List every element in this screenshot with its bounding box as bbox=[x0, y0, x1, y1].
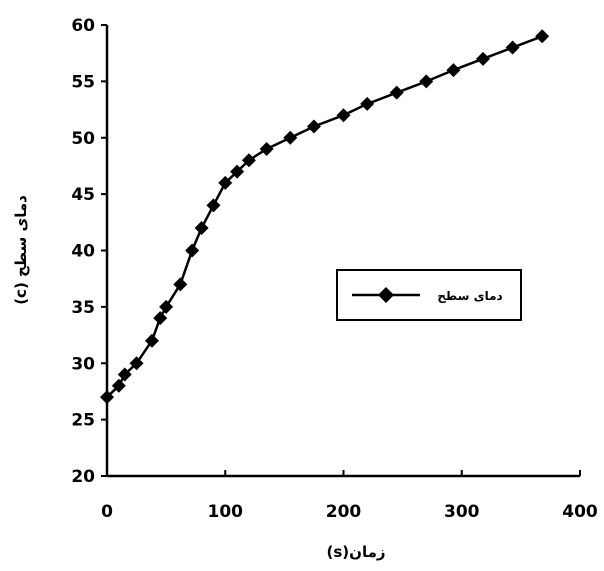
data-point bbox=[259, 142, 274, 157]
x-tick-label: 0 bbox=[101, 502, 113, 522]
legend: دمای سطح bbox=[336, 269, 522, 321]
legend-label: دمای سطح bbox=[437, 289, 502, 303]
data-point bbox=[389, 85, 404, 100]
y-tick-label: 30 bbox=[71, 354, 95, 374]
data-point bbox=[129, 356, 144, 371]
data-point bbox=[185, 243, 200, 258]
data-point bbox=[194, 220, 209, 235]
x-axis-ticks: 0 100 200 300 400 bbox=[101, 470, 598, 522]
data-point bbox=[230, 164, 245, 179]
data-point bbox=[153, 311, 168, 326]
data-point bbox=[173, 277, 188, 292]
data-point bbox=[159, 299, 174, 314]
y-tick-label: 50 bbox=[71, 129, 95, 149]
y-tick-label: 35 bbox=[71, 298, 95, 318]
y-axis-ticks: 20 25 30 35 40 45 50 55 60 bbox=[71, 16, 107, 487]
data-point bbox=[206, 198, 221, 213]
y-tick-label: 45 bbox=[71, 185, 95, 205]
data-point bbox=[476, 51, 491, 66]
y-tick-label: 20 bbox=[71, 467, 95, 487]
data-point bbox=[218, 175, 233, 190]
data-point bbox=[446, 63, 461, 78]
x-tick-label: 200 bbox=[326, 502, 362, 522]
data-point bbox=[283, 130, 298, 145]
data-point bbox=[336, 108, 351, 123]
series-layer bbox=[100, 29, 550, 405]
data-point bbox=[505, 40, 520, 55]
x-tick-label: 100 bbox=[208, 502, 244, 522]
data-point bbox=[535, 29, 550, 44]
data-point bbox=[360, 96, 375, 111]
y-tick-label: 40 bbox=[71, 242, 95, 262]
x-tick-label: 400 bbox=[562, 502, 598, 522]
y-tick-label: 60 bbox=[71, 16, 95, 36]
series-line bbox=[106, 35, 543, 399]
y-axis-title: دمای سطح (c) bbox=[12, 195, 30, 305]
data-point bbox=[306, 119, 321, 134]
data-point bbox=[100, 390, 114, 405]
x-tick-label: 300 bbox=[444, 502, 480, 522]
x-axis-title: زمان(s) bbox=[326, 543, 385, 561]
data-point bbox=[117, 367, 132, 382]
data-point bbox=[419, 74, 434, 89]
legend-marker bbox=[378, 287, 394, 303]
data-point bbox=[144, 333, 159, 348]
data-point bbox=[111, 378, 126, 393]
y-tick-label: 25 bbox=[71, 411, 95, 431]
data-point bbox=[241, 153, 256, 168]
y-tick-label: 55 bbox=[71, 72, 95, 92]
